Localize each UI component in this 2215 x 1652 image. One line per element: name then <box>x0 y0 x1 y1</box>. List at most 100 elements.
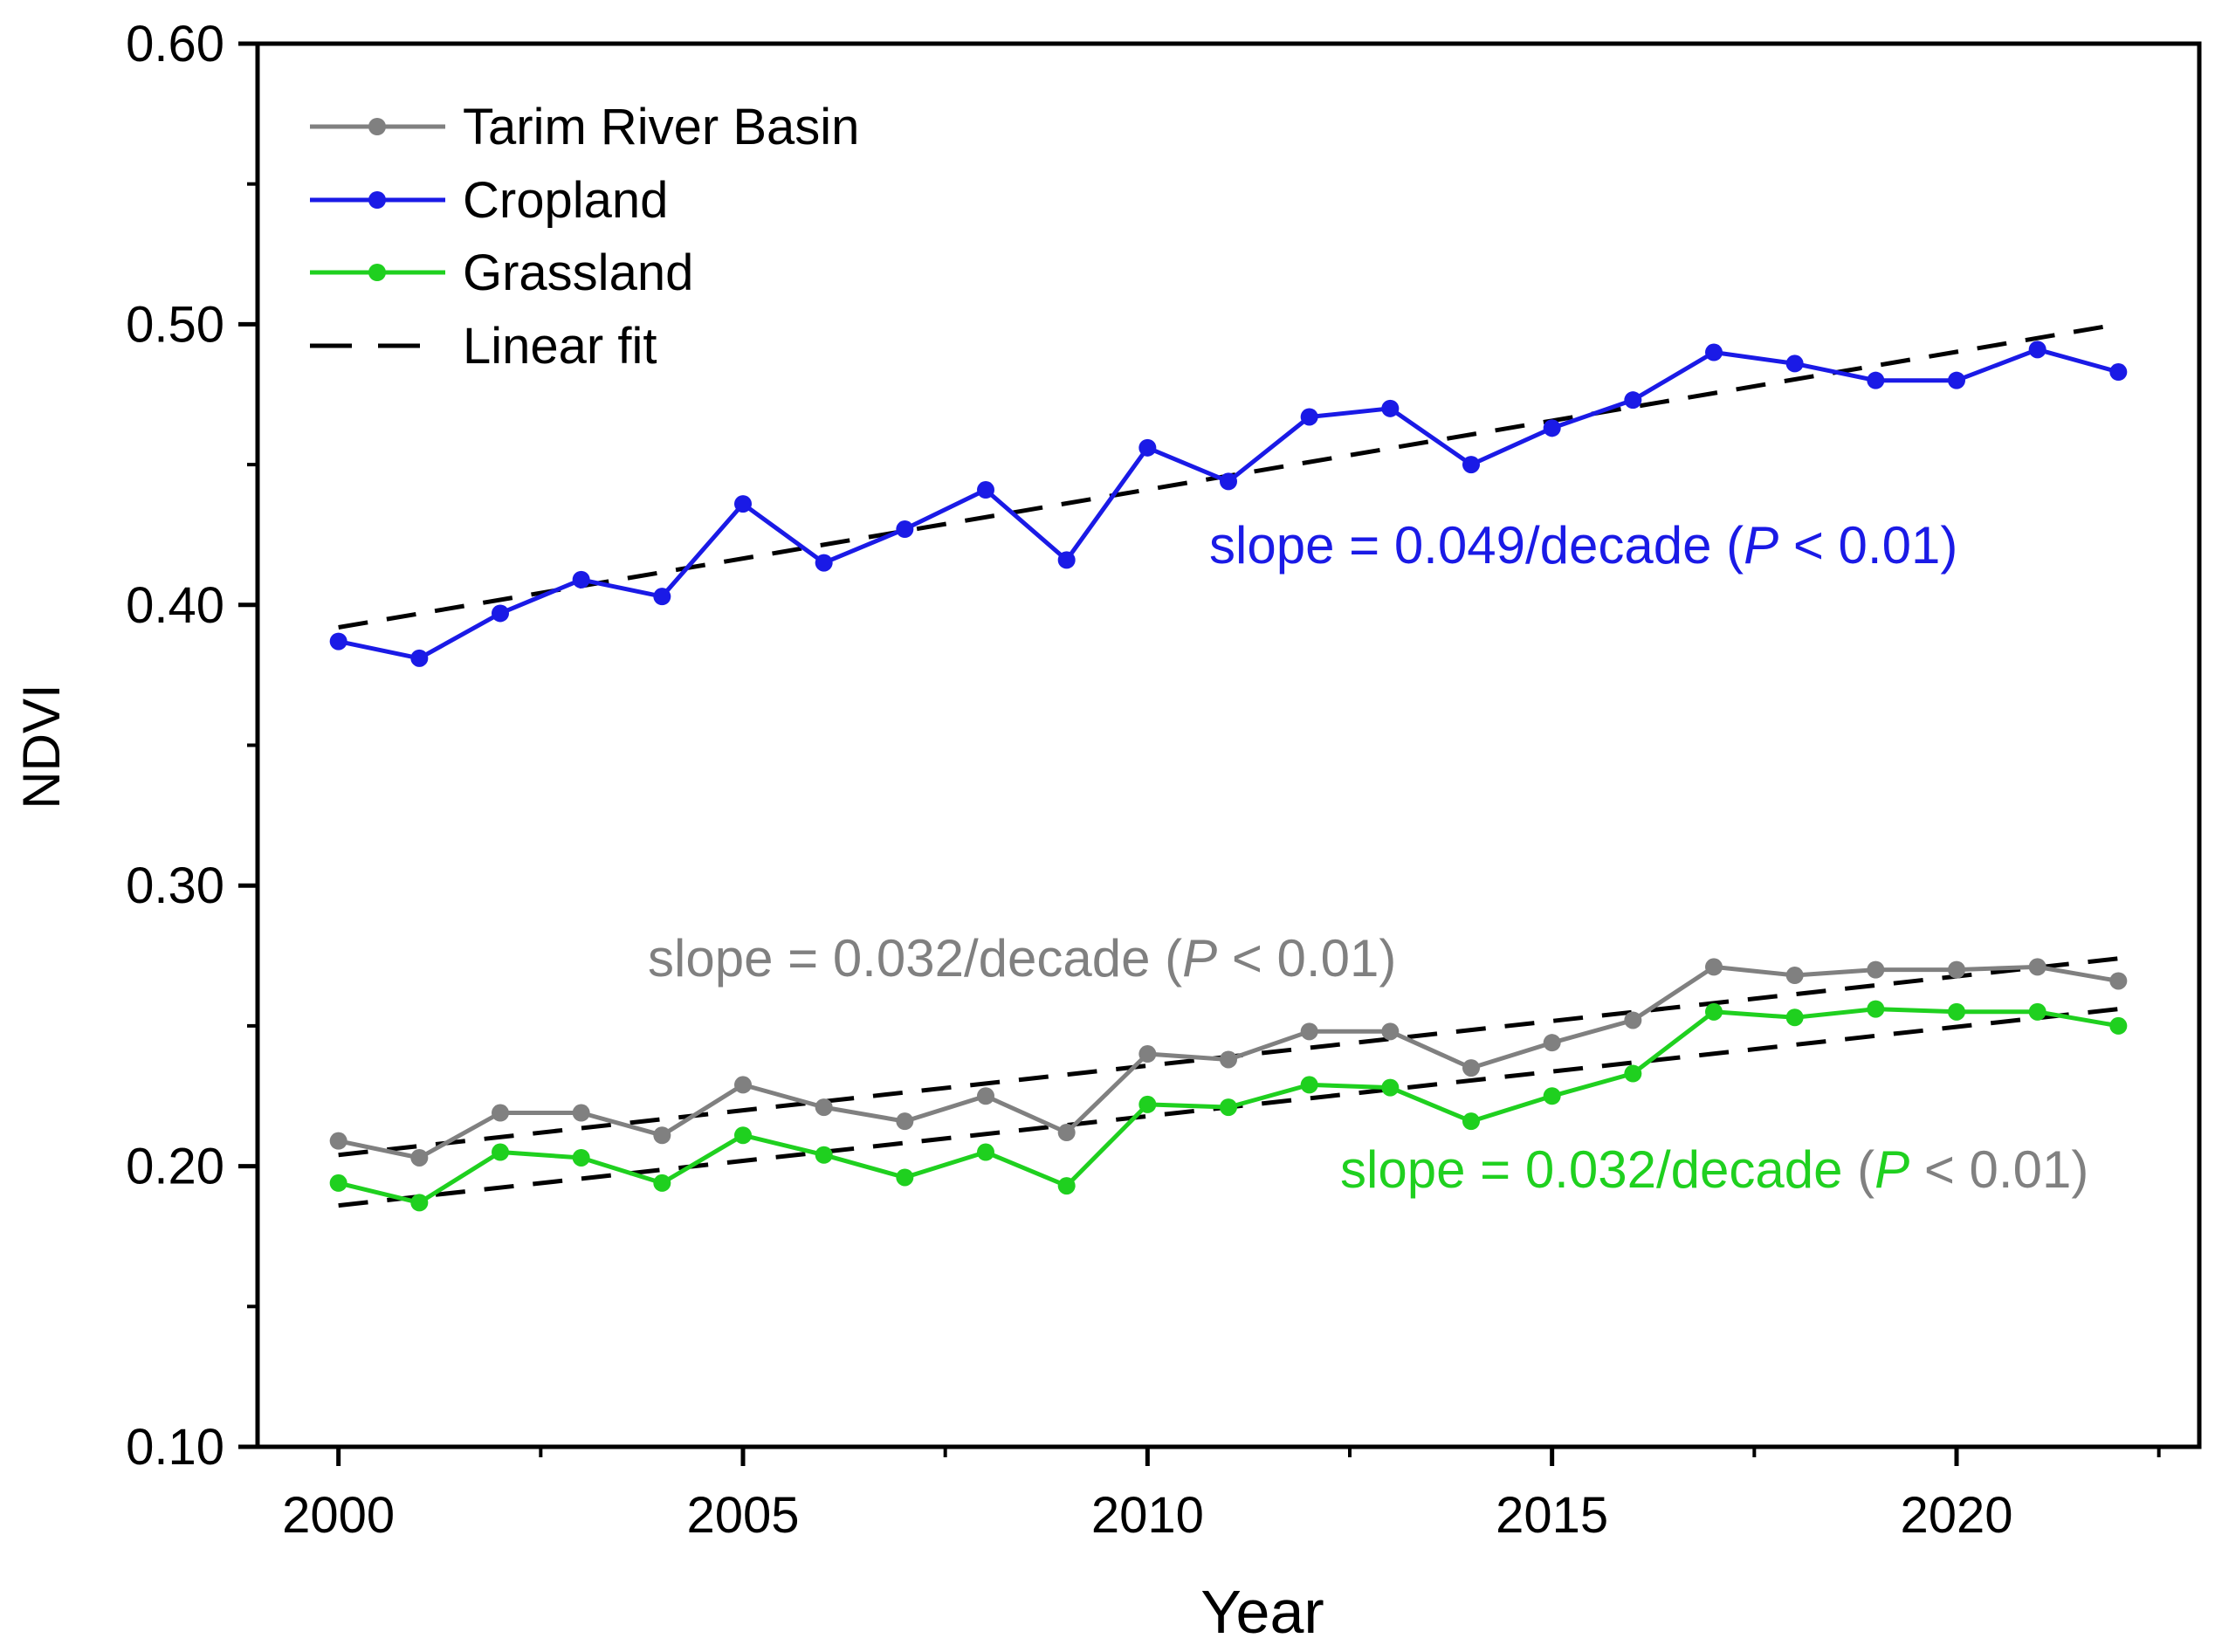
point-0-2020 <box>1948 960 1965 979</box>
slope-annotation-tarim: slope = 0.032/decade (P < 0.01) <box>648 929 1396 988</box>
point-1-2002 <box>492 604 509 623</box>
point-2-2013 <box>1381 1078 1400 1097</box>
point-0-2007 <box>896 1112 914 1131</box>
point-2-2004 <box>653 1174 671 1192</box>
axis-ticks: 2000 2005 2010 2015 2020 0.10 0.20 0.30 0.40 0.50… <box>126 16 2161 1544</box>
point-1-2001 <box>410 649 429 667</box>
slope-annotation-cropland-suffix: < 0.01) <box>1778 516 1957 575</box>
point-0-2014 <box>1462 1059 1480 1077</box>
x-tick-label-2020: 2020 <box>1900 1487 2012 1544</box>
x-tick-label-2005: 2005 <box>686 1487 799 1544</box>
point-1-2016 <box>1624 391 1642 410</box>
point-0-2004 <box>653 1126 671 1145</box>
x-tick-label-2015: 2015 <box>1496 1487 1608 1544</box>
point-2-2021 <box>2028 1002 2046 1021</box>
data-series <box>329 341 2128 1212</box>
point-1-2005 <box>734 495 752 513</box>
point-1-2020 <box>1948 371 1965 389</box>
slope-annotation-grassland-prefix: slope = 0.032/decade <box>1340 1140 1857 1199</box>
legend: Tarim River Basin Cropland Grassland Lin… <box>310 99 859 375</box>
point-0-2022 <box>2109 972 2128 990</box>
y-tick-label-0.60: 0.60 <box>126 16 224 72</box>
slope-annotation-tarim-prefix: slope = 0.032/decade ( <box>648 929 1182 988</box>
point-2-2016 <box>1624 1064 1642 1083</box>
legend-label-tarim: Tarim River Basin <box>463 99 859 155</box>
point-0-2001 <box>410 1148 429 1167</box>
legend-label-grassland: Grassland <box>463 244 693 301</box>
point-1-2007 <box>896 520 914 539</box>
point-1-2004 <box>653 588 671 606</box>
point-0-2016 <box>1624 1011 1642 1029</box>
point-1-2014 <box>1462 456 1480 474</box>
point-2-2002 <box>492 1143 509 1161</box>
legend-item-linear-fit: Linear fit <box>310 318 657 375</box>
point-0-2018 <box>1785 967 1804 985</box>
point-0-2005 <box>734 1076 752 1094</box>
point-2-2018 <box>1785 1008 1804 1027</box>
point-1-2018 <box>1785 354 1804 373</box>
point-1-2006 <box>815 554 833 572</box>
point-2-2003 <box>572 1148 590 1167</box>
point-1-2019 <box>1867 371 1885 389</box>
x-tick-label-2010: 2010 <box>1091 1487 1204 1544</box>
slope-annotation-grassland-paren: ( <box>1857 1140 1874 1199</box>
series-line-1 <box>338 347 2119 661</box>
point-2-2008 <box>977 1143 994 1161</box>
point-1-2010 <box>1138 438 1157 457</box>
point-1-2009 <box>1057 551 1076 569</box>
point-0-2010 <box>1138 1045 1157 1063</box>
legend-label-linear-fit: Linear fit <box>463 318 657 375</box>
legend-item-tarim: Tarim River Basin <box>310 99 859 155</box>
point-0-2009 <box>1057 1124 1076 1142</box>
point-2-2014 <box>1462 1112 1480 1131</box>
point-2-2019 <box>1867 1000 1885 1018</box>
point-0-2012 <box>1300 1022 1318 1041</box>
slope-annotation-cropland: slope = 0.049/decade (P < 0.01) <box>1209 516 1957 575</box>
slope-annotation-tarim-p: P <box>1182 929 1217 988</box>
point-0-2019 <box>1867 960 1885 979</box>
point-1-2017 <box>1705 343 1723 361</box>
slope-annotation-cropland-prefix: slope = 0.049/decade ( <box>1209 516 1744 575</box>
point-0-2006 <box>815 1098 833 1117</box>
point-1-2015 <box>1543 419 1561 437</box>
slope-annotation-grassland: slope = 0.032/decade (P < 0.01) <box>1340 1140 2088 1199</box>
slope-annotation-grassland-p: P <box>1874 1140 1909 1199</box>
point-0-2003 <box>572 1104 590 1122</box>
point-2-2011 <box>1220 1098 1237 1117</box>
legend-item-cropland: Cropland <box>310 172 668 229</box>
point-1-2000 <box>329 632 347 650</box>
y-tick-label-0.20: 0.20 <box>126 1139 224 1195</box>
slope-annotation-grassland-suffix: < 0.01) <box>1909 1140 2088 1199</box>
y-tick-label-0.50: 0.50 <box>126 296 224 353</box>
legend-marker-cropland <box>368 191 386 209</box>
point-2-2012 <box>1300 1076 1318 1094</box>
x-tick-label-2000: 2000 <box>282 1487 395 1544</box>
point-2-2000 <box>329 1174 347 1192</box>
x-axis-title: Year <box>1200 1578 1324 1646</box>
point-2-2015 <box>1543 1087 1561 1105</box>
point-1-2012 <box>1300 408 1318 426</box>
point-0-2000 <box>329 1132 347 1150</box>
y-tick-label-0.40: 0.40 <box>126 577 224 634</box>
legend-marker-grassland <box>368 264 386 281</box>
point-0-2002 <box>492 1104 509 1122</box>
y-axis-title: NDVI <box>12 684 71 809</box>
slope-annotation-tarim-suffix: < 0.01) <box>1217 929 1396 988</box>
point-2-2006 <box>815 1146 833 1164</box>
point-1-2008 <box>977 481 994 499</box>
point-2-2010 <box>1138 1095 1157 1113</box>
linear-fit-lines <box>338 321 2119 1208</box>
point-0-2015 <box>1543 1034 1561 1052</box>
legend-marker-tarim <box>368 118 386 135</box>
point-0-2011 <box>1220 1050 1237 1069</box>
point-1-2021 <box>2028 341 2046 359</box>
y-tick-label-0.30: 0.30 <box>126 857 224 914</box>
point-0-2021 <box>2028 958 2046 976</box>
legend-label-cropland: Cropland <box>463 172 668 229</box>
point-2-2020 <box>1948 1002 1965 1021</box>
point-1-2022 <box>2109 363 2128 382</box>
point-0-2008 <box>977 1087 994 1105</box>
point-1-2003 <box>572 570 590 589</box>
slope-annotation-cropland-p: P <box>1744 516 1778 575</box>
